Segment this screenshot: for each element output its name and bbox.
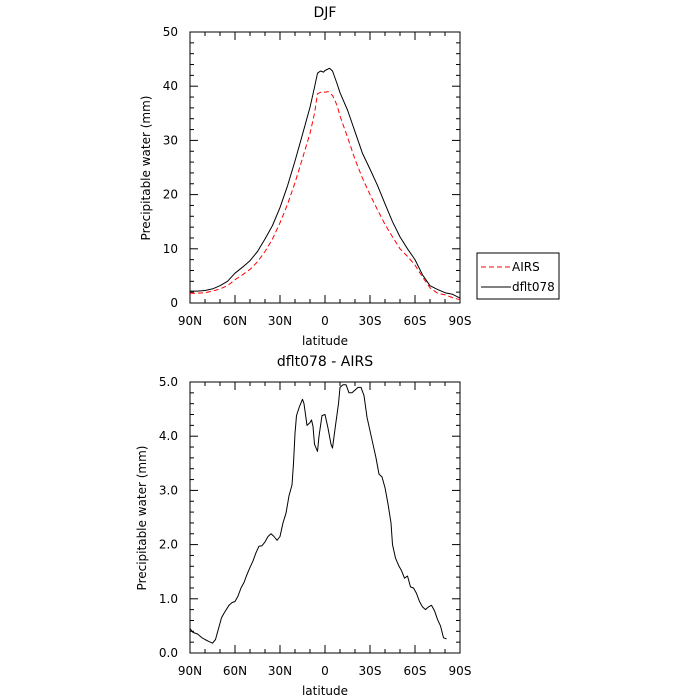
x-tick-label: 30N xyxy=(268,664,292,678)
x-tick-label: 90N xyxy=(178,314,202,328)
y-tick-label: 30 xyxy=(163,133,178,147)
y-axis-tick-labels: 0 10 20 30 40 50 xyxy=(163,25,178,310)
series-line-difference-0 xyxy=(189,384,447,644)
x-tick-label: 30N xyxy=(268,314,292,328)
y-axis-tick-labels: 0.0 1.0 2.0 3.0 4.0 5.0 xyxy=(159,375,178,660)
plot-frame xyxy=(189,31,461,304)
y-tick-label: 40 xyxy=(163,79,178,93)
x-tick-label: 30S xyxy=(359,664,382,678)
legend-box xyxy=(476,252,560,300)
legend: AIRS dflt078 xyxy=(476,252,560,300)
y-tick-label: 4.0 xyxy=(159,429,178,443)
series-line-dflt078 xyxy=(190,67,461,299)
series-lines xyxy=(189,384,447,644)
y-tick-label: 50 xyxy=(163,25,178,39)
x-tick-label: 90S xyxy=(449,664,472,678)
chart-title: dflt078 - AIRS xyxy=(277,354,373,370)
axis-ticks xyxy=(189,31,461,304)
y-tick-label: 0.0 xyxy=(159,646,178,660)
y-tick-label: 10 xyxy=(163,242,178,256)
x-tick-label: 90S xyxy=(449,314,472,328)
y-tick-label: 2.0 xyxy=(159,538,178,552)
x-axis-tick-labels: 90N 60N 30N 0 30S 60S 90S xyxy=(178,314,472,328)
series-line-airs xyxy=(190,91,461,301)
y-axis-label: Precipitable water (mm) xyxy=(135,446,149,591)
x-tick-label: 60S xyxy=(404,314,427,328)
x-tick-label: 0 xyxy=(321,664,329,678)
y-tick-label: 1.0 xyxy=(159,592,178,606)
x-tick-label: 60N xyxy=(223,664,247,678)
y-tick-label: 0 xyxy=(170,296,178,310)
x-tick-label: 60N xyxy=(223,314,247,328)
axis-ticks xyxy=(189,381,461,654)
legend-label-dflt078: dflt078 xyxy=(512,280,555,294)
x-tick-label: 30S xyxy=(359,314,382,328)
y-tick-label: 3.0 xyxy=(159,483,178,497)
y-tick-label: 20 xyxy=(163,188,178,202)
series-lines xyxy=(190,67,461,301)
chart-panel-djf: DJF 90N 60N 30N 0 30S 60S 90S 0 10 20 30 40 50 lati… xyxy=(139,5,560,348)
y-tick-label: 5.0 xyxy=(159,375,178,389)
plot-frame xyxy=(189,381,461,654)
chart-title: DJF xyxy=(314,5,337,21)
x-tick-label: 90N xyxy=(178,664,202,678)
legend-label-airs: AIRS xyxy=(512,260,540,274)
x-tick-label: 60S xyxy=(404,664,427,678)
x-tick-label: 0 xyxy=(321,314,329,328)
chart-panel-difference: dflt078 - AIRS 90N 60N 30N 0 30S 60S 90S 0.0 1.… xyxy=(135,354,471,698)
x-axis-tick-labels: 90N 60N 30N 0 30S 60S 90S xyxy=(178,664,472,678)
y-axis-label: Precipitable water (mm) xyxy=(139,96,153,241)
x-axis-label: latitude xyxy=(302,334,348,348)
x-axis-label: latitude xyxy=(302,684,348,698)
